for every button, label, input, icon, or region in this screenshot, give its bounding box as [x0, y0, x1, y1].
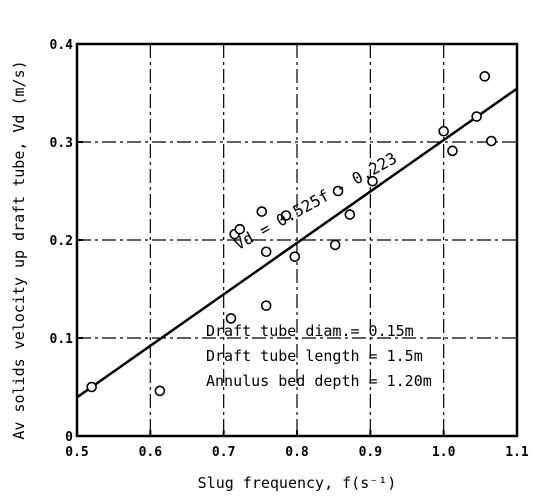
data-point — [225, 313, 237, 324]
fit-line — [76, 87, 518, 399]
data-point — [367, 175, 378, 187]
y-tick-labels: 0 0.1 0.2 0.3 0.4 — [50, 38, 74, 445]
x-tick-label: 0.9 — [359, 445, 382, 460]
data-point — [479, 71, 491, 82]
data-point — [486, 135, 497, 147]
data-point — [329, 239, 341, 251]
x-tick-label: 0.5 — [65, 445, 88, 460]
data-point — [234, 223, 246, 235]
y-tick-label: 0.1 — [50, 332, 74, 347]
x-tick-label: 1.1 — [505, 445, 529, 460]
data-point — [344, 209, 356, 220]
data-point — [332, 185, 344, 197]
y-tick-label: 0 — [65, 430, 73, 445]
annotation-draft-tube-diameter: Draft tube diam.= 0.15m — [206, 322, 414, 340]
annotation-annulus-bed-depth: Annulus bed depth = 1.20m — [206, 372, 432, 390]
x-tick-labels: 0.5 0.6 0.7 0.8 0.9 1.0 1.1 — [65, 445, 529, 460]
y-tick-label: 0.4 — [50, 38, 74, 53]
data-point — [447, 145, 458, 157]
x-tick-label: 0.8 — [285, 445, 309, 460]
data-point — [260, 300, 272, 311]
x-tick-label: 1.0 — [432, 445, 456, 460]
data-point — [256, 206, 268, 217]
grid — [77, 44, 517, 436]
y-tick-label: 0.2 — [50, 234, 73, 249]
equation-label: Vd = 0.525f - 0.223 — [231, 149, 400, 254]
data-point — [280, 210, 292, 221]
y-tick-label: 0.3 — [50, 136, 73, 151]
data-point — [154, 385, 166, 397]
x-axis-label: Slug frequency, f(s⁻¹) — [198, 474, 397, 492]
data-point — [86, 381, 97, 393]
annotation-draft-tube-length: Draft tube length = 1.5m — [206, 347, 423, 365]
x-tick-label: 0.6 — [139, 445, 163, 460]
data-points — [86, 71, 497, 397]
x-tick-label: 0.7 — [212, 445, 235, 460]
data-point — [260, 246, 272, 258]
ticks — [76, 43, 518, 437]
data-point — [289, 251, 301, 262]
data-point — [438, 125, 449, 137]
data-point — [471, 111, 482, 122]
y-axis-label: Av solids velocity up draft tube, Vd (m/… — [10, 60, 28, 439]
